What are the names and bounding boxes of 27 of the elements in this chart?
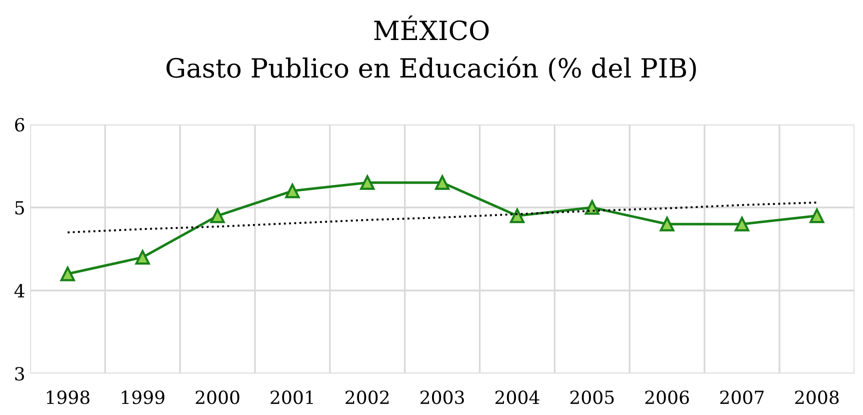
x-tick-label: 2000 [196,390,240,404]
point [584,200,600,215]
point [285,184,300,198]
x-tick-label: 1998 [46,390,90,404]
y-tick-label: 3 [15,366,24,381]
point [60,266,75,282]
chart-title: MÉXICO Gasto Publico en Educación (% del PIB) [166,16,696,82]
y-tick-label: 4 [14,284,24,298]
x-tick-label: 2002 [346,390,389,404]
x-tick-label: 2007 [720,390,764,404]
point [810,208,824,224]
x-tick-label: 2001 [270,390,313,404]
x-tick-label: 2004 [495,390,540,404]
x-tick-label: 2006 [645,390,689,404]
y-tick-label: 6 [15,118,24,132]
point [135,250,150,265]
x-tick-label: 2003 [420,390,464,404]
x-tick-label: 2005 [570,390,614,404]
point [660,216,674,232]
x-tick-label: 2008 [795,390,839,404]
point [360,175,375,190]
point [734,216,750,232]
point [210,208,225,224]
point [434,175,450,190]
y-tick-label: 5 [15,201,24,215]
x-tick-label: 1999 [122,390,164,404]
point [510,208,525,224]
